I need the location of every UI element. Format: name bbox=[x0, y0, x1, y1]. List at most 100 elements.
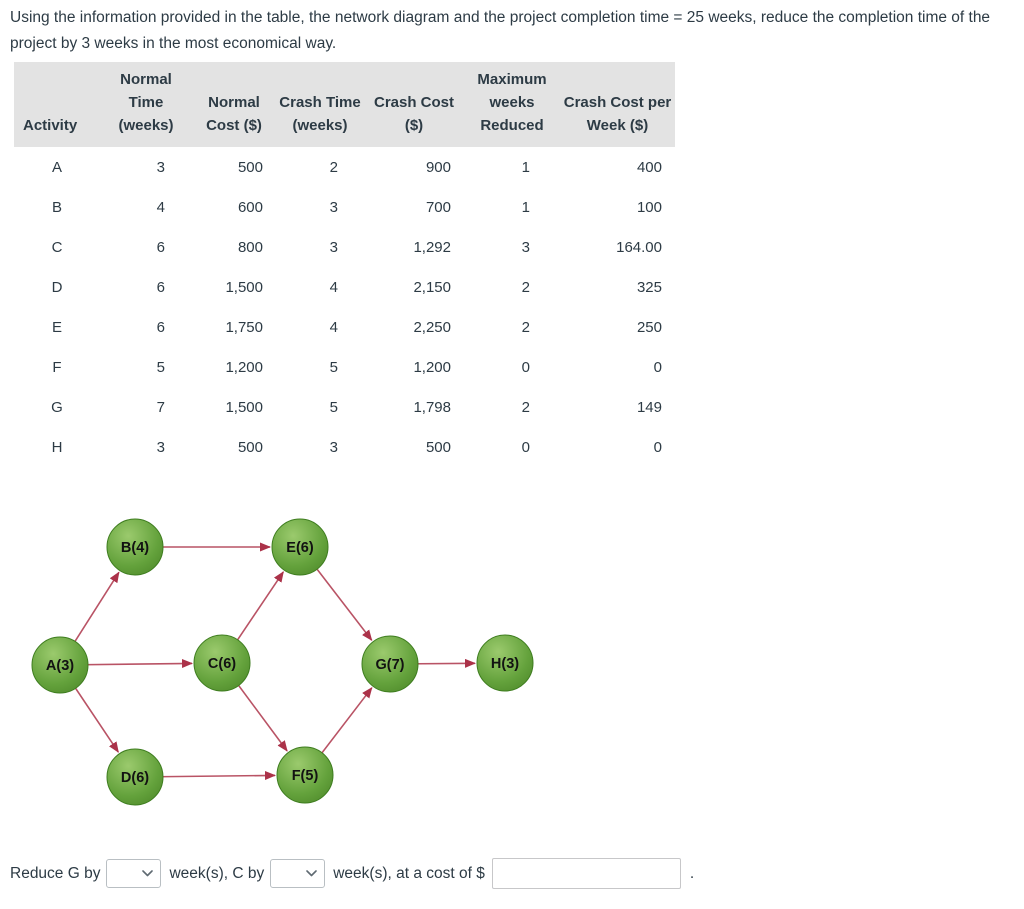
value-cell: 600 bbox=[192, 187, 276, 227]
value-cell: 500 bbox=[192, 147, 276, 187]
node-label: B(4) bbox=[121, 540, 149, 556]
value-cell: 1,500 bbox=[192, 267, 276, 307]
header-row: Activity Normal Time (weeks) Normal Cost (… bbox=[14, 62, 675, 147]
activity-cell: G bbox=[14, 387, 100, 427]
column-header: Normal Cost ($) bbox=[192, 62, 276, 147]
value-cell: 0 bbox=[560, 347, 675, 387]
value-cell: 325 bbox=[560, 267, 675, 307]
value-cell: 2 bbox=[464, 387, 560, 427]
diagram-node-H: H(3) bbox=[476, 634, 534, 692]
value-cell: 700 bbox=[364, 187, 464, 227]
table-row: C 6 800 3 1,292 3 164.00 bbox=[14, 227, 675, 267]
value-cell: 1,200 bbox=[192, 347, 276, 387]
node-label: G(7) bbox=[376, 657, 405, 673]
value-cell: 2,150 bbox=[364, 267, 464, 307]
value-cell: 3 bbox=[100, 147, 192, 187]
table-row: G 7 1,500 5 1,798 2 149 bbox=[14, 387, 675, 427]
answer-form: Reduce G by week(s), C by week(s), at a … bbox=[10, 858, 694, 889]
value-cell: 500 bbox=[364, 427, 464, 467]
value-cell: 500 bbox=[192, 427, 276, 467]
value-cell: 1 bbox=[464, 147, 560, 187]
value-cell: 2,250 bbox=[364, 307, 464, 347]
diagram-node-C: C(6) bbox=[193, 634, 251, 692]
table-row: D 6 1,500 4 2,150 2 325 bbox=[14, 267, 675, 307]
diagram-node-G: G(7) bbox=[361, 635, 419, 693]
value-cell: 2 bbox=[464, 267, 560, 307]
value-cell: 1,750 bbox=[192, 307, 276, 347]
value-cell: 900 bbox=[364, 147, 464, 187]
activity-cell: H bbox=[14, 427, 100, 467]
value-cell: 7 bbox=[100, 387, 192, 427]
node-label: H(3) bbox=[491, 656, 519, 672]
diagram-node-D: D(6) bbox=[106, 748, 164, 806]
activity-cell: C bbox=[14, 227, 100, 267]
column-header: Crash Cost per Week ($) bbox=[560, 62, 675, 147]
value-cell: 5 bbox=[276, 347, 364, 387]
table-row: A 3 500 2 900 1 400 bbox=[14, 147, 675, 187]
value-cell: 100 bbox=[560, 187, 675, 227]
column-header: Normal Time (weeks) bbox=[100, 62, 192, 147]
value-cell: 3 bbox=[100, 427, 192, 467]
table-row: F 5 1,200 5 1,200 0 0 bbox=[14, 347, 675, 387]
node-label: F(5) bbox=[292, 768, 319, 784]
network-diagram-svg: A(3) B(4) C(6) D(6) E(6) F(5) G(7) H(3) bbox=[31, 518, 534, 806]
value-cell: 0 bbox=[464, 347, 560, 387]
answer-prefix-label: Reduce G by bbox=[10, 864, 101, 882]
value-cell: 164.00 bbox=[560, 227, 675, 267]
activity-cell: D bbox=[14, 267, 100, 307]
cost-input[interactable] bbox=[491, 858, 681, 889]
diagram-node-F: F(5) bbox=[276, 746, 334, 804]
reduce-c-weeks-select[interactable] bbox=[270, 859, 326, 888]
table-row: B 4 600 3 700 1 100 bbox=[14, 187, 675, 227]
value-cell: 400 bbox=[560, 147, 675, 187]
value-cell: 2 bbox=[464, 307, 560, 347]
node-label: C(6) bbox=[208, 656, 236, 672]
column-header: Activity bbox=[14, 62, 100, 147]
column-header: Maximum weeks Reduced bbox=[464, 62, 560, 147]
node-label: E(6) bbox=[286, 540, 314, 556]
value-cell: 5 bbox=[100, 347, 192, 387]
chevron-down-icon bbox=[142, 870, 154, 877]
value-cell: 800 bbox=[192, 227, 276, 267]
crash-cost-table: Activity Normal Time (weeks) Normal Cost (… bbox=[14, 62, 675, 467]
value-cell: 1,292 bbox=[364, 227, 464, 267]
value-cell: 6 bbox=[100, 227, 192, 267]
reduce-g-weeks-select[interactable] bbox=[106, 859, 162, 888]
diagram-node-B: B(4) bbox=[106, 518, 164, 576]
question-text: Using the information provided in the ta… bbox=[10, 9, 991, 52]
value-cell: 4 bbox=[276, 267, 364, 307]
value-cell: 2 bbox=[276, 147, 364, 187]
activity-cell: A bbox=[14, 147, 100, 187]
answer-middle-label: week(s), C by bbox=[169, 864, 265, 882]
value-cell: 5 bbox=[276, 387, 364, 427]
value-cell: 6 bbox=[100, 267, 192, 307]
value-cell: 6 bbox=[100, 307, 192, 347]
value-cell: 1,500 bbox=[192, 387, 276, 427]
answer-period: . bbox=[689, 864, 695, 882]
value-cell: 250 bbox=[560, 307, 675, 347]
table-body: A 3 500 2 900 1 400 B 4 600 3 700 1 100 C 6 800 3 1,292 3 16… bbox=[14, 147, 675, 467]
chevron-down-icon bbox=[306, 870, 318, 877]
value-cell: 1,200 bbox=[364, 347, 464, 387]
value-cell: 0 bbox=[464, 427, 560, 467]
activity-cell: E bbox=[14, 307, 100, 347]
value-cell: 1,798 bbox=[364, 387, 464, 427]
value-cell: 149 bbox=[560, 387, 675, 427]
value-cell: 1 bbox=[464, 187, 560, 227]
value-cell: 0 bbox=[560, 427, 675, 467]
column-header: Crash Cost ($) bbox=[364, 62, 464, 147]
table-row: E 6 1,750 4 2,250 2 250 bbox=[14, 307, 675, 347]
answer-suffix-label: week(s), at a cost of $ bbox=[333, 864, 485, 882]
activity-cell: F bbox=[14, 347, 100, 387]
node-label: A(3) bbox=[46, 658, 74, 674]
activity-cell: B bbox=[14, 187, 100, 227]
value-cell: 3 bbox=[464, 227, 560, 267]
node-label: D(6) bbox=[121, 770, 149, 786]
value-cell: 4 bbox=[100, 187, 192, 227]
column-header: Crash Time (weeks) bbox=[276, 62, 364, 147]
value-cell: 4 bbox=[276, 307, 364, 347]
table-row: H 3 500 3 500 0 0 bbox=[14, 427, 675, 467]
diagram-nodes: A(3) B(4) C(6) D(6) E(6) F(5) G(7) H(3) bbox=[31, 518, 534, 806]
value-cell: 3 bbox=[276, 227, 364, 267]
value-cell: 3 bbox=[276, 427, 364, 467]
